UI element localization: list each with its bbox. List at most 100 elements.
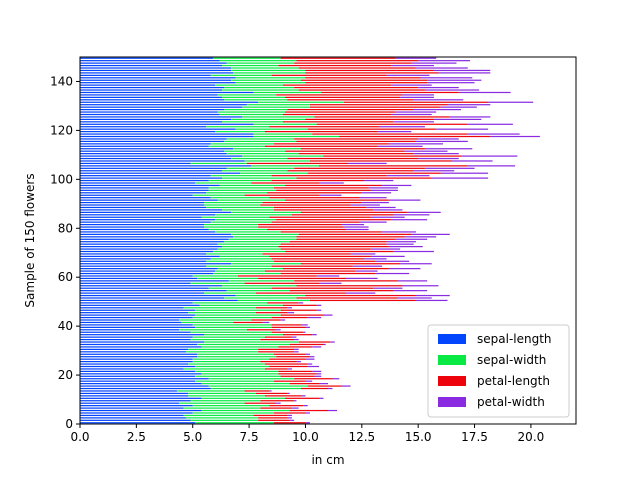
bar-segment-petal-length [343, 101, 489, 103]
bar-segment-petal-width [418, 138, 459, 140]
bar-segment-sepal-length [80, 72, 234, 74]
bar-segment-petal-width [318, 182, 344, 184]
bar-segment-sepal-length [80, 177, 223, 179]
bar-segment-petal-length [273, 422, 306, 424]
bar-segment-petal-length [291, 214, 394, 216]
bar-segment-sepal-length [80, 204, 204, 206]
bar-segment-petal-length [280, 248, 371, 250]
bar-segment-petal-width [375, 272, 410, 275]
bar-segment-petal-width [305, 380, 313, 382]
bar-segment-petal-width [375, 260, 410, 262]
bar-segment-petal-length [298, 233, 412, 235]
bars-layer [80, 57, 540, 424]
bar-segment-petal-width [318, 282, 342, 284]
bar-segment-sepal-width [194, 380, 274, 382]
bar-segment-petal-length [260, 361, 297, 363]
bar-segment-petal-width [276, 402, 281, 404]
bar-segment-petal-length [273, 209, 374, 211]
bar-segment-petal-length [273, 353, 306, 355]
bar-segment-sepal-length [80, 77, 236, 79]
bar-segment-sepal-width [244, 160, 310, 162]
bar-segment-sepal-width [233, 236, 297, 238]
bar-segment-petal-length [260, 204, 351, 206]
bar-segment-sepal-length [80, 162, 191, 165]
bar-segment-petal-length [300, 387, 328, 390]
bar-segment-petal-width [323, 314, 333, 316]
bar-segment-petal-width [388, 143, 443, 145]
bar-segment-petal-width [287, 312, 295, 314]
bar-segment-petal-length [251, 319, 281, 321]
bar-segment-sepal-width [194, 326, 272, 328]
bar-segment-petal-length [278, 346, 313, 348]
bar-segment-sepal-length [80, 280, 229, 282]
bar-segment-sepal-length [80, 79, 232, 81]
bar-segment-sepal-width [190, 338, 261, 341]
bar-segment-petal-width [373, 209, 403, 211]
bar-segment-petal-length [278, 370, 313, 372]
x-axis: 0.0 2.5 5.0 7.5 10.0 12.5 15.0 17.5 20.0 [70, 424, 544, 444]
bar-segment-petal-width [393, 290, 428, 292]
bar-segment-petal-width [330, 341, 335, 343]
bar-segment-sepal-length [80, 258, 211, 260]
bar-segment-sepal-length [80, 238, 229, 240]
bar-segment-petal-length [289, 409, 328, 412]
bar-segment-petal-length [271, 331, 304, 333]
bar-segment-sepal-width [226, 290, 290, 292]
bar-segment-sepal-width [210, 221, 272, 223]
bar-segment-petal-length [269, 197, 360, 199]
bar-segment-petal-width [391, 113, 432, 116]
bar-segment-petal-width [391, 64, 434, 67]
bar-segment-sepal-width [185, 351, 259, 353]
bar-segment-sepal-width [258, 101, 344, 103]
bar-segment-petal-width [312, 334, 317, 336]
bar-segment-sepal-length [80, 329, 180, 331]
bar-segment-petal-width [395, 111, 437, 113]
bar-segment-petal-length [300, 211, 407, 213]
bar-segment-petal-length [296, 238, 396, 240]
bar-segment-petal-length [298, 67, 416, 69]
bar-segment-petal-length [269, 365, 308, 368]
bar-segment-sepal-width [188, 392, 256, 395]
y-tick-label: 140 [50, 74, 73, 88]
bar-segment-sepal-length [80, 74, 211, 76]
bar-segment-petal-width [364, 258, 387, 260]
bar-segment-sepal-width [192, 361, 261, 363]
bar-segment-sepal-width [181, 321, 234, 324]
bar-segment-sepal-length [80, 373, 202, 375]
bar-segment-sepal-width [201, 373, 279, 375]
bar-segment-petal-width [294, 400, 297, 402]
bar-segment-sepal-width [240, 172, 308, 174]
bar-segment-petal-length [255, 307, 288, 309]
bar-segment-petal-length [278, 373, 317, 375]
bar-segment-petal-width [449, 116, 491, 118]
bar-segment-sepal-length [80, 302, 193, 304]
bar-segment-petal-length [296, 297, 398, 299]
bar-segment-petal-length [262, 201, 362, 204]
bar-segment-sepal-length [80, 133, 254, 135]
bar-segment-sepal-length [80, 187, 209, 189]
bar-segment-sepal-length [80, 309, 195, 311]
y-axis-label: Sample of 150 flowers [23, 173, 37, 307]
bar-segment-sepal-length [80, 390, 177, 392]
plot-frame [79, 56, 577, 425]
bar-segment-petal-width [305, 358, 315, 360]
bar-segment-petal-width [402, 285, 439, 287]
bar-segment-sepal-length [80, 272, 214, 275]
bar-segment-petal-width [413, 153, 459, 155]
bar-segment-petal-length [282, 334, 313, 336]
bar-segment-sepal-width [201, 216, 270, 218]
bar-segment-petal-width [388, 246, 423, 248]
bar-segment-petal-length [305, 77, 421, 79]
bar-segment-sepal-width [192, 194, 245, 196]
bar-segment-petal-length [244, 402, 277, 404]
x-tick-label: 12.5 [348, 430, 375, 444]
bar-segment-petal-width [355, 270, 378, 272]
bar-segment-petal-width [393, 250, 434, 253]
bar-segment-petal-length [309, 104, 448, 106]
bar-segment-sepal-width [192, 316, 272, 319]
bar-segment-sepal-length [80, 316, 193, 319]
bar-segment-sepal-width [192, 275, 238, 277]
bar-segment-petal-length [285, 96, 401, 98]
bar-segment-petal-width [276, 329, 281, 331]
bar-segment-sepal-length [80, 91, 254, 94]
